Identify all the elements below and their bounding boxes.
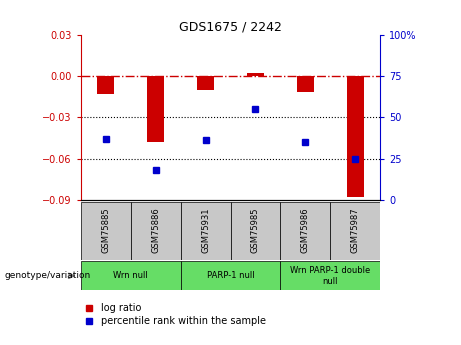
Bar — [197, 76, 214, 90]
Text: GSM75931: GSM75931 — [201, 207, 210, 253]
Text: PARP-1 null: PARP-1 null — [207, 271, 254, 280]
Bar — [181, 202, 230, 260]
Bar — [147, 76, 164, 142]
Text: Wrn PARP-1 double
null: Wrn PARP-1 double null — [290, 266, 371, 286]
Bar — [81, 202, 130, 260]
Title: GDS1675 / 2242: GDS1675 / 2242 — [179, 20, 282, 33]
Text: genotype/variation: genotype/variation — [5, 271, 91, 280]
Bar — [130, 202, 181, 260]
Bar — [81, 261, 181, 290]
Text: GSM75986: GSM75986 — [301, 207, 310, 253]
Bar — [280, 261, 380, 290]
Text: GSM75886: GSM75886 — [151, 207, 160, 253]
Bar — [230, 202, 280, 260]
Text: Wrn null: Wrn null — [113, 271, 148, 280]
Bar — [347, 76, 364, 197]
Legend: log ratio, percentile rank within the sample: log ratio, percentile rank within the sa… — [86, 303, 266, 326]
Bar — [297, 76, 314, 92]
Text: GSM75985: GSM75985 — [251, 207, 260, 253]
Bar — [181, 261, 280, 290]
Text: GSM75885: GSM75885 — [101, 207, 110, 253]
Bar — [331, 202, 380, 260]
Bar — [280, 202, 331, 260]
Bar — [247, 73, 264, 76]
Bar — [97, 76, 114, 94]
Text: GSM75987: GSM75987 — [351, 207, 360, 253]
